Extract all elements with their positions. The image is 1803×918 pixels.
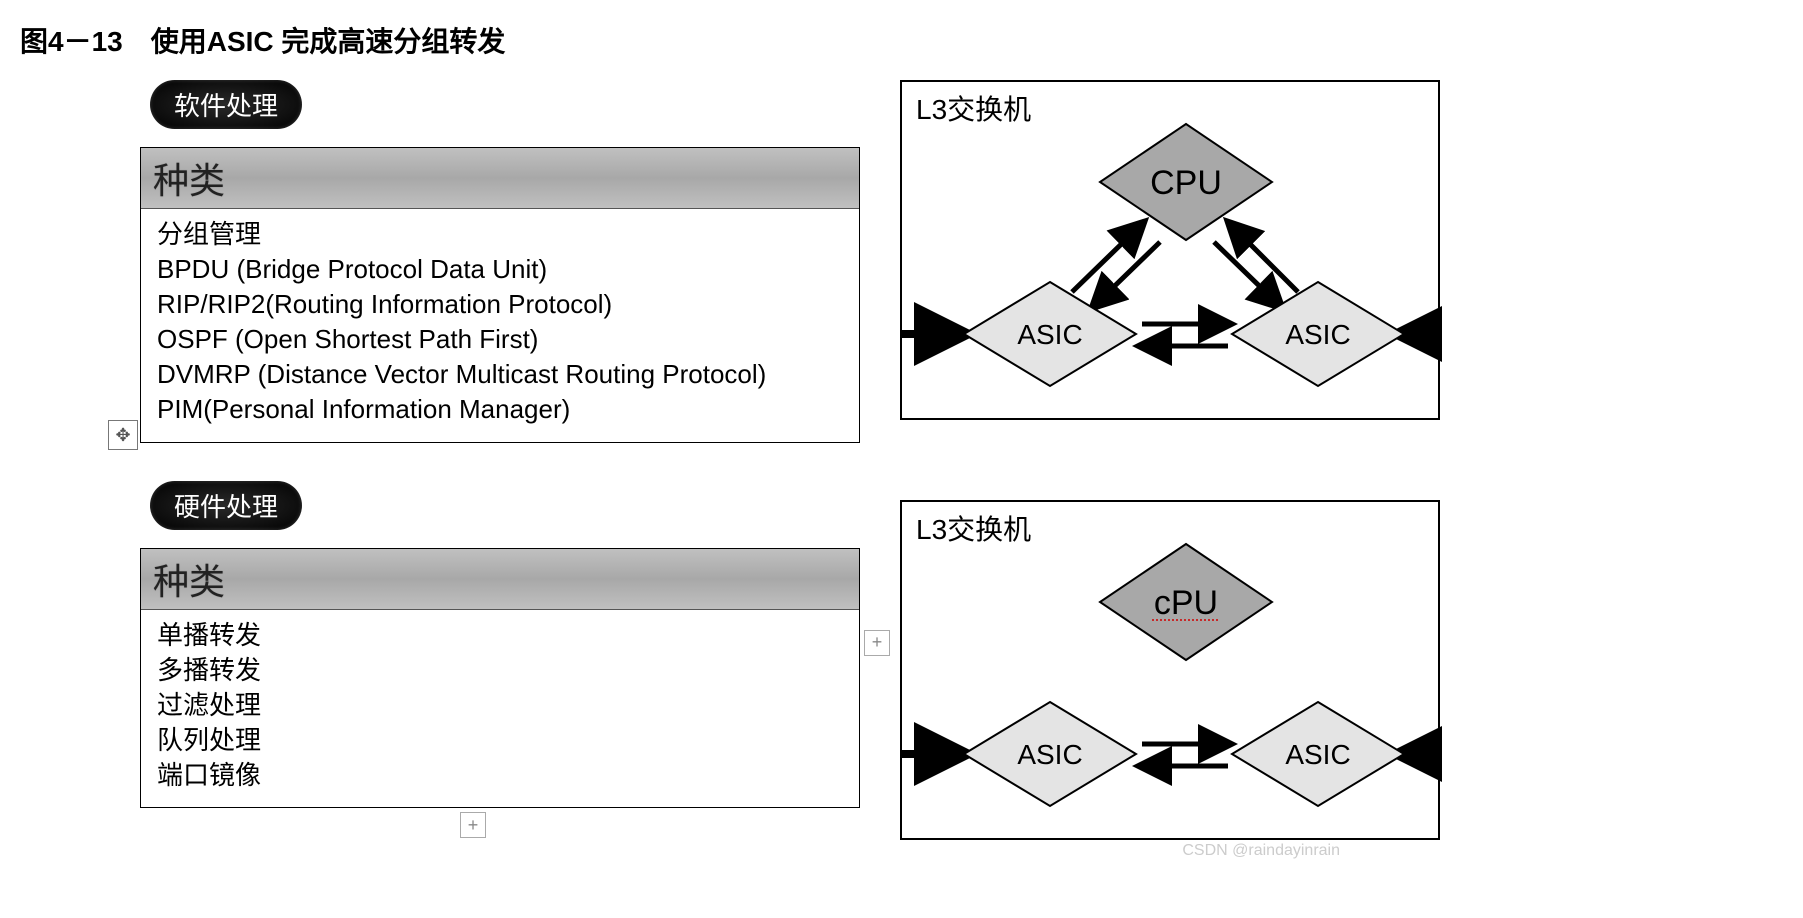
plus-handle-right-icon[interactable]: +: [864, 630, 890, 656]
hardware-table-body: 单播转发 多播转发 过滤处理 队列处理 端口镜像: [141, 610, 859, 807]
left-column: 软件处理 种类 分组管理 BPDU (Bridge Protocol Data …: [140, 80, 860, 840]
diagram-top-svg: CPU ASIC ASIC: [902, 82, 1442, 422]
hardware-table: 种类 单播转发 多播转发 过滤处理 队列处理 端口镜像: [140, 548, 860, 808]
hardware-table-header: 种类: [141, 549, 859, 610]
list-item: 端口镜像: [157, 758, 843, 793]
list-item: 分组管理: [157, 217, 843, 252]
asic-node-label: ASIC: [1285, 739, 1350, 770]
software-table-body: 分组管理 BPDU (Bridge Protocol Data Unit) RI…: [141, 209, 859, 442]
list-item: 队列处理: [157, 723, 843, 758]
list-item: RIP/RIP2(Routing Information Protocol): [157, 287, 843, 322]
list-item: DVMRP (Distance Vector Multicast Routing…: [157, 357, 843, 392]
hardware-table-wrap: 种类 单播转发 多播转发 过滤处理 队列处理 端口镜像 + +: [140, 548, 860, 808]
software-pill: 软件处理: [150, 80, 302, 129]
hardware-pill: 硬件处理: [150, 481, 302, 530]
cpu-node-label: cPU: [1154, 584, 1218, 622]
figure-title: 图4－13 使用ASIC 完成高速分组转发: [20, 20, 1783, 60]
asic-node-label: ASIC: [1285, 319, 1350, 350]
software-table: 种类 分组管理 BPDU (Bridge Protocol Data Unit)…: [140, 147, 860, 443]
list-item: OSPF (Open Shortest Path First): [157, 322, 843, 357]
cpu-node-label: CPU: [1150, 164, 1222, 202]
asic-node-label: ASIC: [1017, 739, 1082, 770]
right-column: L3交换机: [900, 80, 1460, 840]
l3-switch-diagram-bottom: L3交换机 cPU ASIC: [900, 500, 1440, 840]
software-table-header: 种类: [141, 148, 859, 209]
content-area: ✥ 软件处理 种类 分组管理 BPDU (Bridge Protocol Dat…: [20, 80, 1783, 840]
plus-handle-bottom-icon[interactable]: +: [460, 812, 486, 838]
list-item: 过滤处理: [157, 688, 843, 723]
list-item: 多播转发: [157, 653, 843, 688]
l3-switch-diagram-top: L3交换机: [900, 80, 1440, 420]
move-handle-icon[interactable]: ✥: [108, 420, 138, 450]
list-item: PIM(Personal Information Manager): [157, 392, 843, 427]
list-item: BPDU (Bridge Protocol Data Unit): [157, 252, 843, 287]
diagram-bottom-svg: cPU ASIC ASIC: [902, 502, 1442, 842]
asic-node-label: ASIC: [1017, 319, 1082, 350]
list-item: 单播转发: [157, 618, 843, 653]
watermark: CSDN @raindayinrain: [1182, 842, 1340, 860]
